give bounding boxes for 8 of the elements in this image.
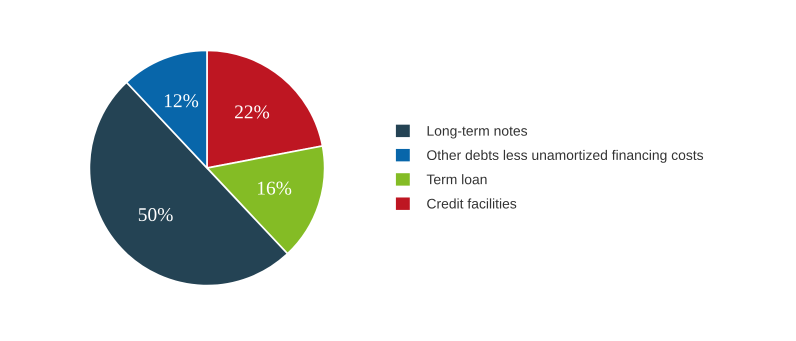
data-label: 22% (235, 105, 270, 119)
legend-label: Term loan (426, 174, 487, 184)
legend-label: Long-term notes (428, 126, 528, 139)
legend-label: Other debts less unamortized financing costs (427, 150, 704, 163)
data-label: 12% (164, 94, 198, 108)
data-label: 50% (138, 208, 173, 222)
data-label: 16% (258, 182, 292, 195)
legend-label: Credit facilities (427, 198, 516, 209)
